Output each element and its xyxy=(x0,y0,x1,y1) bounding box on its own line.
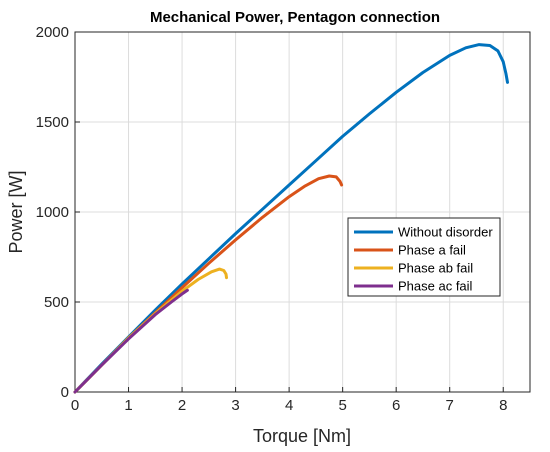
y-tick-label: 1500 xyxy=(36,114,69,131)
chart-title: Mechanical Power, Pentagon connection xyxy=(150,9,440,26)
legend: Without disorder Phase a fail Phase ab fai… xyxy=(347,217,501,297)
y-axis-label: Power [W] xyxy=(6,170,26,253)
series-line-2 xyxy=(73,174,344,394)
series-line-3 xyxy=(73,267,228,394)
x-tick-label: 5 xyxy=(338,397,346,414)
x-tick-label: 7 xyxy=(446,397,454,414)
x-tick-label: 0 xyxy=(71,397,79,414)
y-tick-label: 2000 xyxy=(36,24,69,41)
axis-ticks: 0 1 2 3 4 5 6 7 8 0 500 1000 1500 2000 xyxy=(36,24,508,414)
x-tick-label: 8 xyxy=(499,397,507,414)
x-tick-label: 6 xyxy=(392,397,400,414)
y-tick-label: 1000 xyxy=(36,204,69,221)
series-line-4 xyxy=(73,288,189,394)
legend-entry-2: Phase a fail xyxy=(398,243,466,258)
x-tick-label: 1 xyxy=(124,397,132,414)
series-lines xyxy=(73,43,509,394)
grid-lines xyxy=(74,31,530,393)
y-tick-label: 0 xyxy=(61,384,69,401)
legend-entry-4: Phase ac fail xyxy=(398,279,473,294)
legend-entry-3: Phase ab fail xyxy=(398,261,473,276)
legend-entry-1: Without disorder xyxy=(398,225,493,240)
x-axis-label: Torque [Nm] xyxy=(253,426,351,446)
series-line-1 xyxy=(73,43,509,394)
x-tick-label: 4 xyxy=(285,397,293,414)
x-tick-label: 2 xyxy=(178,397,186,414)
y-tick-label: 500 xyxy=(44,294,69,311)
x-tick-label: 3 xyxy=(231,397,239,414)
